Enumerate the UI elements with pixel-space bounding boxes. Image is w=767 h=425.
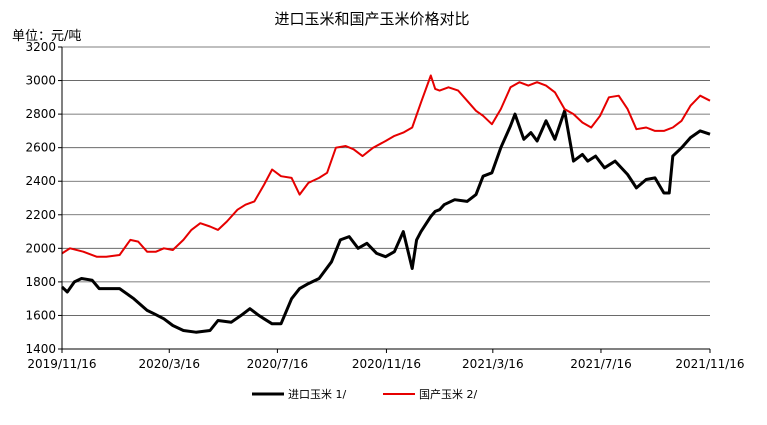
series-line-imported-corn [60,109,711,334]
chart-title: 进口玉米和国产玉米价格对比 [274,10,469,28]
legend-label: 国产玉米 2/ [419,387,477,401]
x-tick-label: 2020/7/16 [247,357,309,371]
x-tick-label: 2021/7/16 [570,357,632,371]
axes [61,47,710,350]
x-tick-label: 2020/3/16 [138,357,200,371]
grid-lines [62,46,710,316]
y-tick-label: 2000 [25,241,56,255]
unit-label: 单位：元/吨 [12,29,81,44]
x-axis-ticks: 2019/11/16 2020/3/16 2020/7/16 2020/11/16 20… [27,349,745,371]
x-tick-label: 2021/3/16 [462,357,524,371]
y-tick-label: 2200 [25,208,56,222]
x-tick-label: 2021/11/16 [675,357,744,371]
y-axis-ticks: 1400 1600 1800 2000 2200 2400 2600 2800 3000 3200 [25,40,62,356]
y-tick-label: 1800 [25,275,56,289]
y-tick-label: 3000 [25,74,56,88]
y-tick-label: 2600 [25,141,56,155]
y-tick-label: 1400 [25,342,56,356]
y-tick-label: 3200 [25,40,56,54]
legend: 进口玉米 1/国产玉米 2/ [252,387,477,401]
legend-label: 进口玉米 1/ [288,388,346,401]
series-lines [60,74,711,334]
y-tick-label: 2400 [25,174,56,188]
y-tick-label: 1600 [25,308,56,322]
y-tick-label: 2800 [25,107,56,121]
x-tick-label: 2019/11/16 [27,357,96,371]
series-line-domestic-corn [61,74,711,258]
x-tick-label: 2020/11/16 [352,357,421,371]
